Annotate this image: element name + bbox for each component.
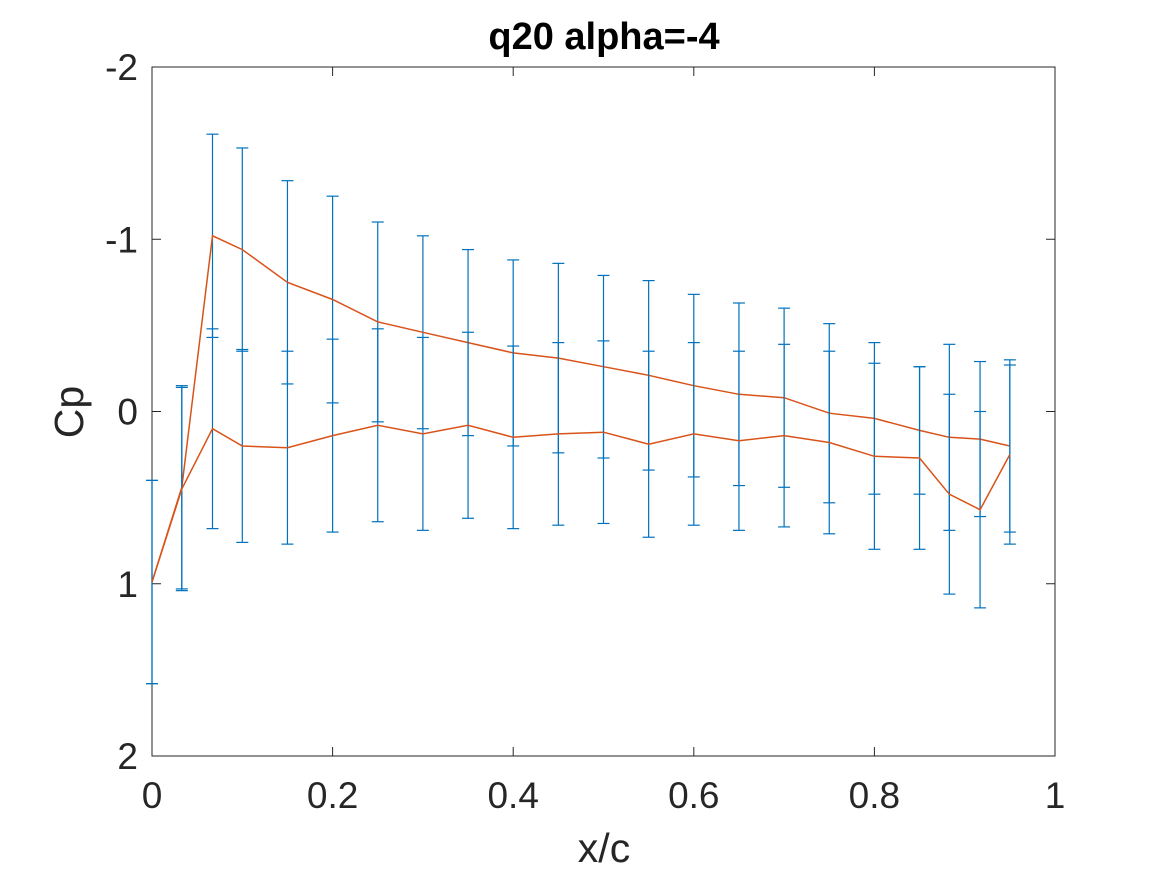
- y-tick-label: -1: [105, 219, 138, 260]
- y-axis-label: Cp: [46, 386, 92, 438]
- x-tick-label: 0: [142, 775, 163, 816]
- series-2: [146, 328, 1016, 685]
- y-tick-label: 2: [117, 736, 138, 777]
- x-tick-label: 0.6: [668, 775, 719, 816]
- chart-title: q20 alpha=-4: [488, 16, 719, 58]
- ticks: 0 0.2 0.4 0.6 0.8 1 -2 -1 0 1 2: [105, 47, 1065, 816]
- x-tick-label: 1: [1045, 775, 1066, 816]
- x-tick-label: 0.8: [849, 775, 900, 816]
- series: [146, 133, 1016, 685]
- x-tick-label: 0.4: [487, 775, 538, 816]
- series-line: [151, 234, 1010, 583]
- series-line: [151, 424, 1011, 583]
- x-axis-label: x/c: [578, 825, 630, 871]
- y-tick-label: 0: [117, 392, 138, 433]
- y-tick-label: 1: [117, 564, 138, 605]
- y-tick-label: -2: [105, 47, 138, 88]
- x-tick-label: 0.2: [307, 775, 358, 816]
